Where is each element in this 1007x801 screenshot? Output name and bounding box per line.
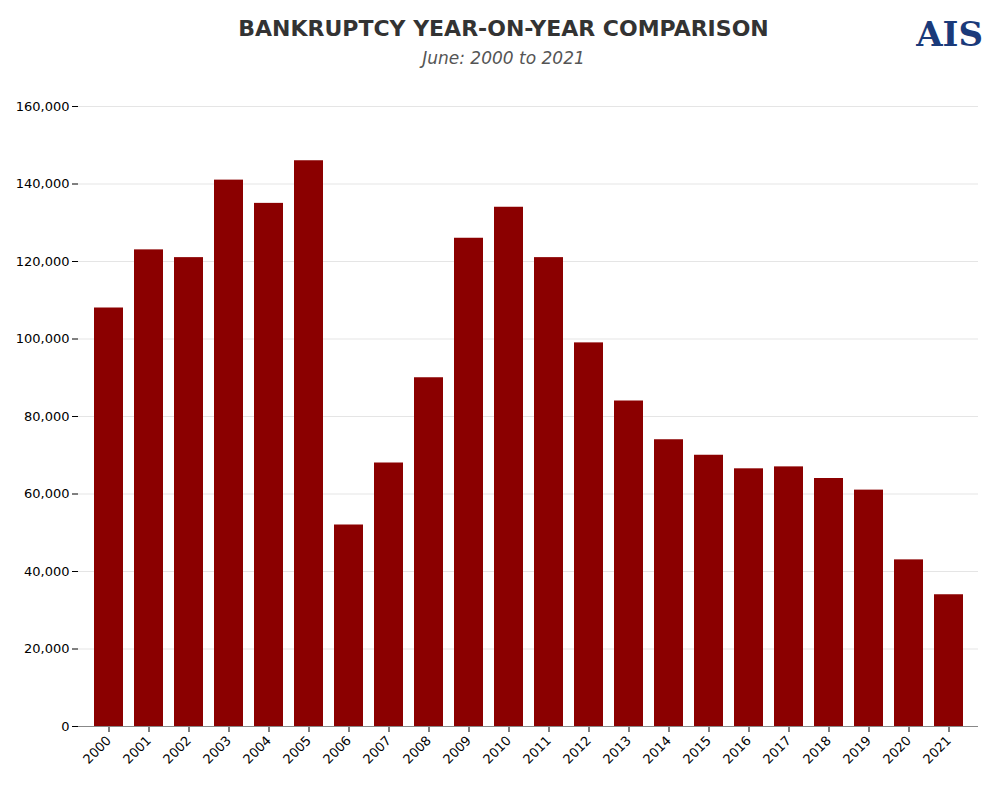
svg-text:2001: 2001 [120, 733, 154, 767]
svg-text:2008: 2008 [400, 733, 434, 767]
svg-text:2004: 2004 [240, 733, 274, 767]
svg-text:60,000: 60,000 [24, 486, 70, 501]
svg-text:140,000: 140,000 [16, 176, 70, 191]
svg-text:2010: 2010 [480, 733, 514, 767]
svg-text:2011: 2011 [520, 733, 554, 767]
svg-text:2005: 2005 [280, 733, 314, 767]
html-text:June: 2000 to 2021: June: 2000 to 2021 [422, 48, 585, 68]
svg-text:2014: 2014 [640, 733, 674, 767]
svg-text:2018: 2018 [800, 733, 834, 767]
html-text:AIS: AIS [916, 14, 983, 54]
svg-text:2002: 2002 [160, 733, 194, 767]
svg-text:2021: 2021 [920, 733, 954, 767]
svg-text:2017: 2017 [760, 733, 794, 767]
svg-text:2015: 2015 [680, 733, 714, 767]
svg-text:20,000: 20,000 [24, 641, 70, 656]
svg-text:2020: 2020 [880, 733, 914, 767]
svg-text:2009: 2009 [440, 733, 474, 767]
svg-text:2012: 2012 [560, 733, 594, 767]
svg-text:160,000: 160,000 [16, 99, 70, 114]
svg-text:2016: 2016 [720, 733, 754, 767]
svg-text:2000: 2000 [80, 733, 114, 767]
html-text:BANKRUPTCY YEAR-ON-YEAR COMPAR: BANKRUPTCY YEAR-ON-YEAR COMPARISON [238, 16, 769, 41]
svg-text:2003: 2003 [200, 733, 234, 767]
svg-text:40,000: 40,000 [24, 564, 70, 579]
svg-text:2013: 2013 [600, 733, 634, 767]
svg-text:120,000: 120,000 [16, 254, 70, 269]
svg-text:100,000: 100,000 [16, 331, 70, 346]
svg-text:2019: 2019 [840, 733, 874, 767]
svg-text:0: 0 [61, 719, 69, 734]
svg-text:2007: 2007 [360, 733, 394, 767]
svg-text:80,000: 80,000 [24, 409, 70, 424]
svg-text:2006: 2006 [320, 733, 354, 767]
